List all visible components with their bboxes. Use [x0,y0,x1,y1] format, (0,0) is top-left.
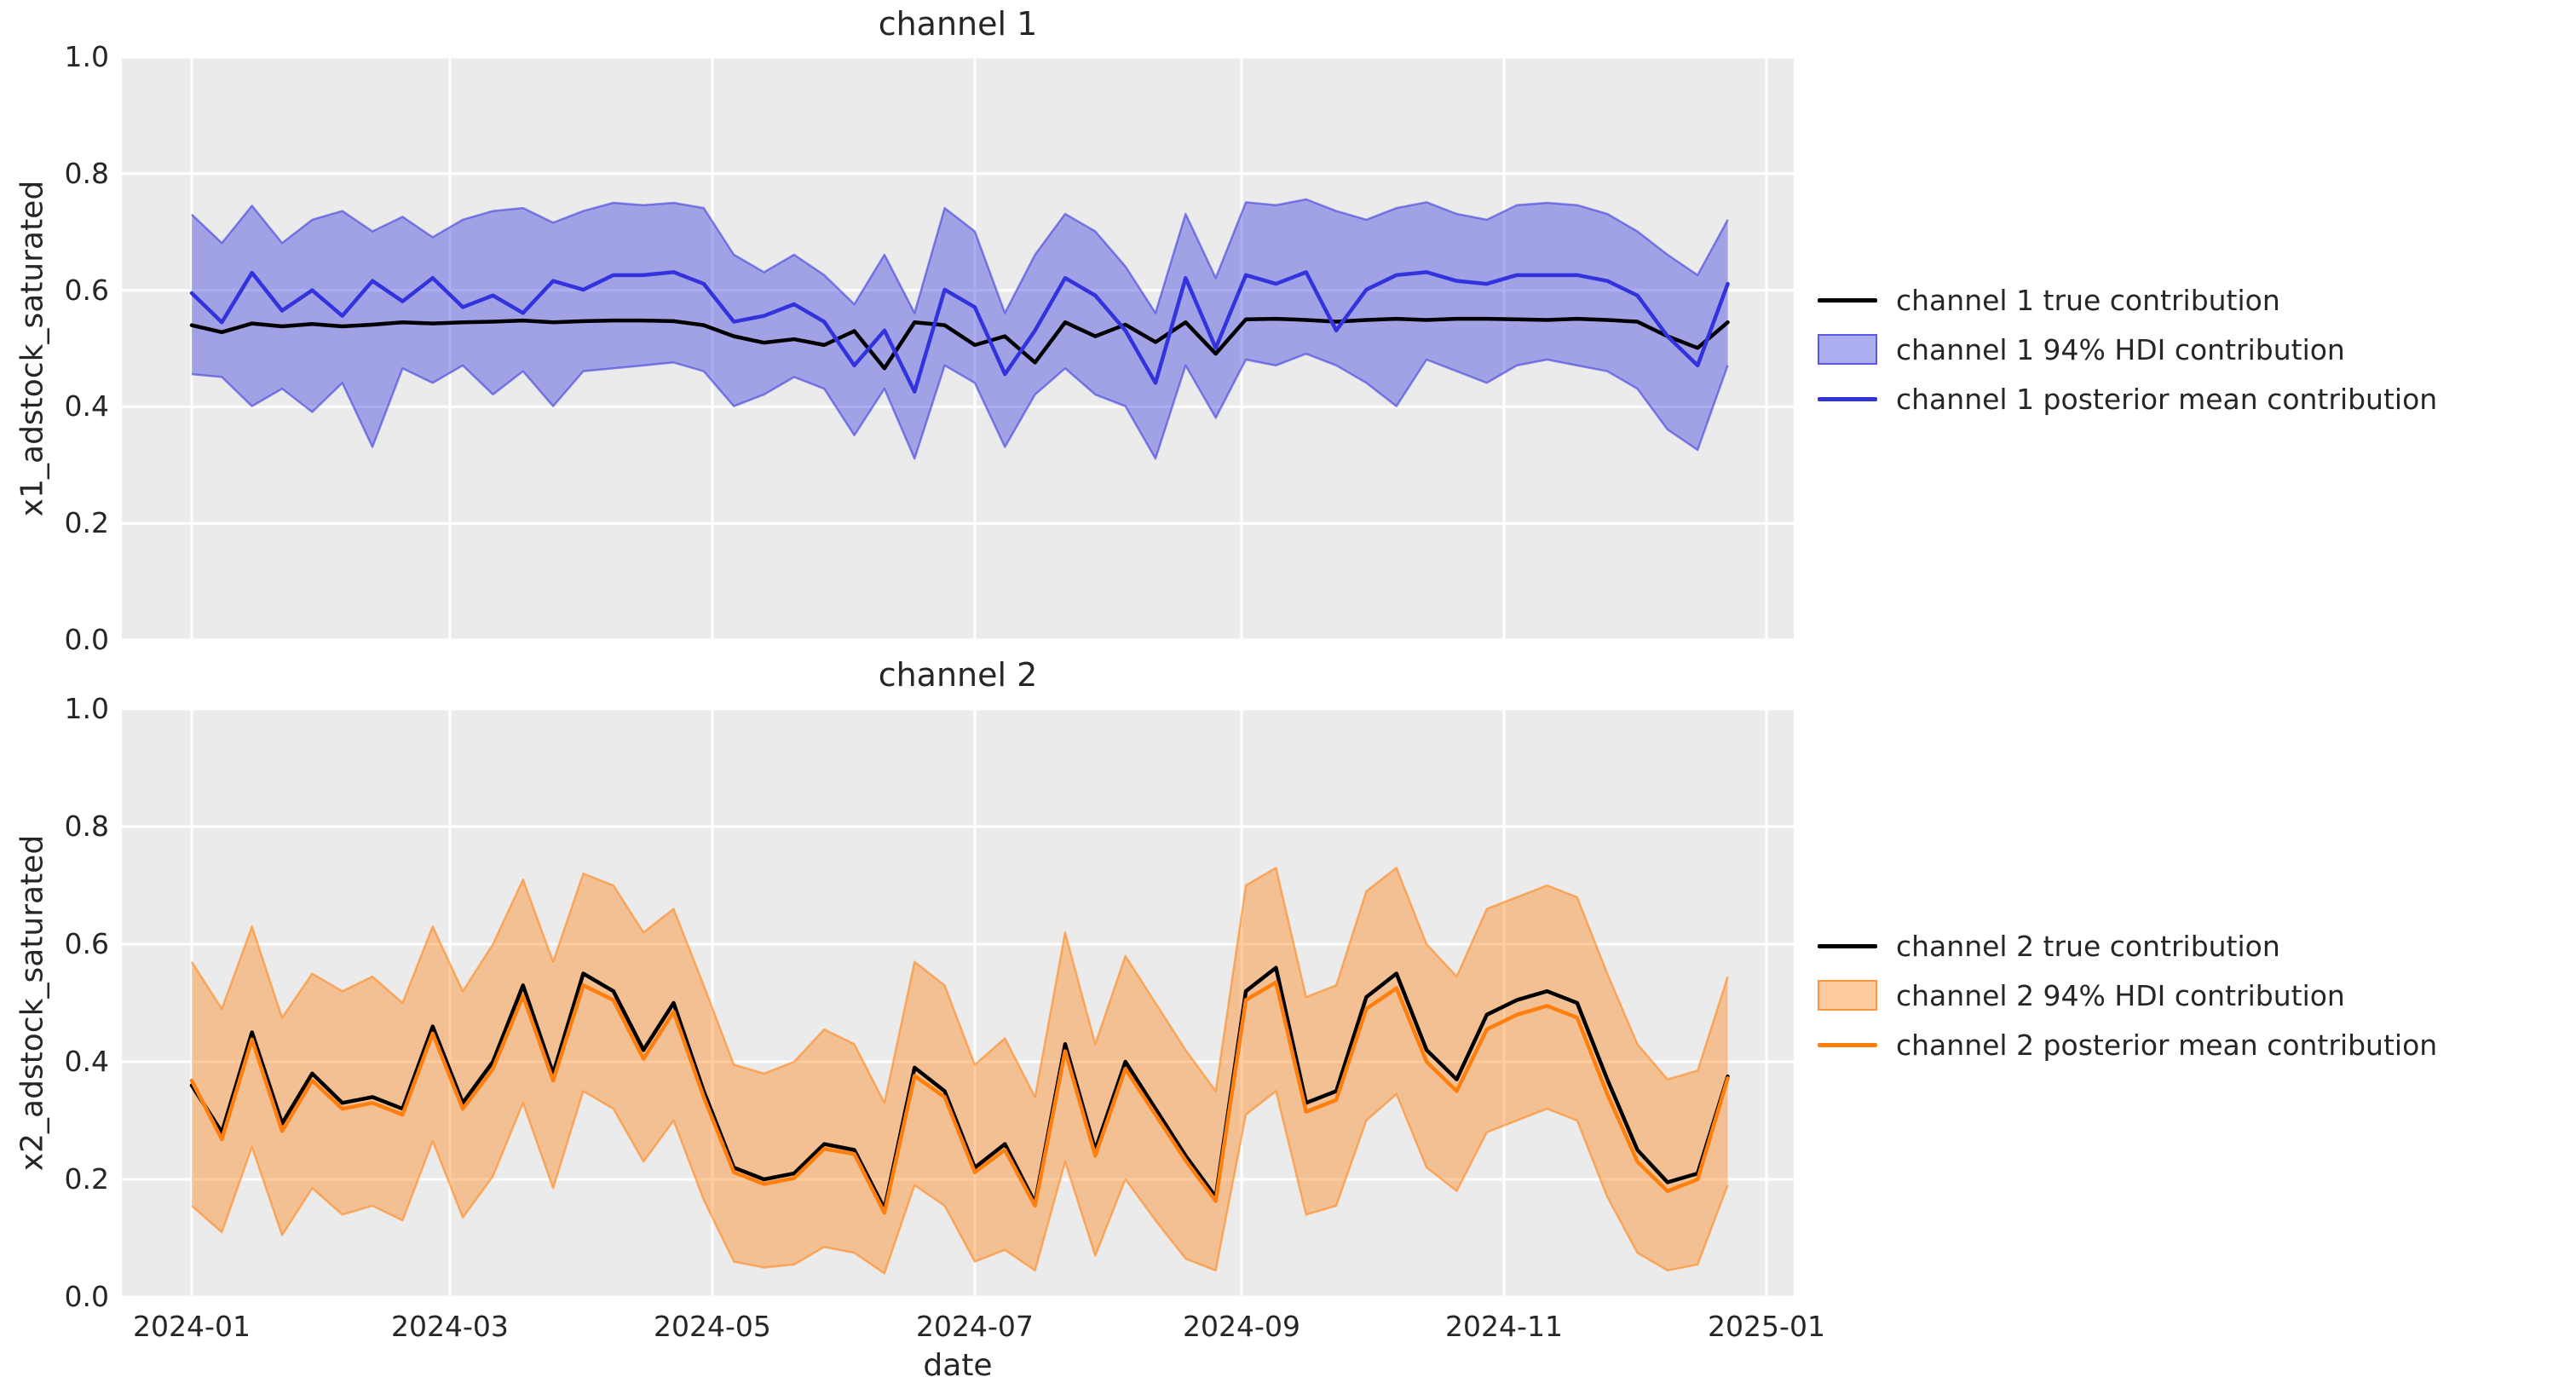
legend-item: channel 2 posterior mean contribution [1818,1020,2437,1069]
legend-label: channel 2 94% HDI contribution [1896,978,2345,1012]
y-tick-label: 0.0 [64,623,109,656]
x-tick-label: 2024-09 [1183,1310,1300,1343]
y-tick-label: 1.0 [64,692,109,725]
x-tick-label: 2024-05 [653,1310,771,1343]
chart2-legend: channel 2 true contribution channel 2 94… [1818,921,2437,1069]
y-tick-label: 0.6 [64,273,109,307]
chart2-y-axis-label: x2_adstock_saturated [14,834,50,1172]
legend-item: channel 2 true contribution [1818,921,2437,971]
x-tick-label: 2025-01 [1708,1310,1825,1343]
legend-item: channel 1 94% HDI contribution [1818,325,2437,374]
x-tick-label: 2024-11 [1445,1310,1563,1343]
chart2-title: channel 2 [878,656,1038,694]
true-line-swatch [1818,297,1877,303]
x-tick-label: 2024-07 [915,1310,1034,1343]
y-tick-label: 1.0 [64,40,109,73]
legend-label: channel 2 posterior mean contribution [1896,1028,2438,1062]
legend-label: channel 1 posterior mean contribution [1896,382,2438,416]
legend-item: channel 2 94% HDI contribution [1818,971,2437,1020]
chart1-title: channel 1 [878,5,1038,43]
legend-label: channel 1 94% HDI contribution [1896,332,2345,366]
x-tick-label: 2024-01 [133,1310,251,1343]
posterior-mean-line-swatch [1818,396,1877,401]
chart1-y-axis-label: x1_adstock_saturated [14,180,50,517]
legend-item: channel 1 posterior mean contribution [1818,374,2437,424]
y-tick-label: 0.6 [64,927,109,960]
y-tick-label: 0.2 [64,1162,109,1196]
legend-item: channel 1 true contribution [1818,275,2437,325]
x-tick-label: 2024-03 [390,1310,509,1343]
y-tick-label: 0.2 [64,506,109,540]
y-tick-label: 0.8 [64,810,109,843]
chart1-legend: channel 1 true contribution channel 1 94… [1818,275,2437,424]
y-tick-label: 0.4 [64,389,109,424]
hdi-patch-swatch [1818,980,1877,1011]
x-axis-label: date [923,1348,993,1383]
y-tick-label: 0.8 [64,156,109,190]
true-line-swatch [1818,943,1877,948]
hdi-patch-swatch [1818,334,1877,365]
y-tick-label: 0.0 [64,1280,109,1313]
legend-label: channel 1 true contribution [1896,283,2280,317]
posterior-mean-line-swatch [1818,1042,1877,1047]
legend-label: channel 2 true contribution [1896,929,2280,963]
y-tick-label: 0.4 [64,1045,109,1078]
